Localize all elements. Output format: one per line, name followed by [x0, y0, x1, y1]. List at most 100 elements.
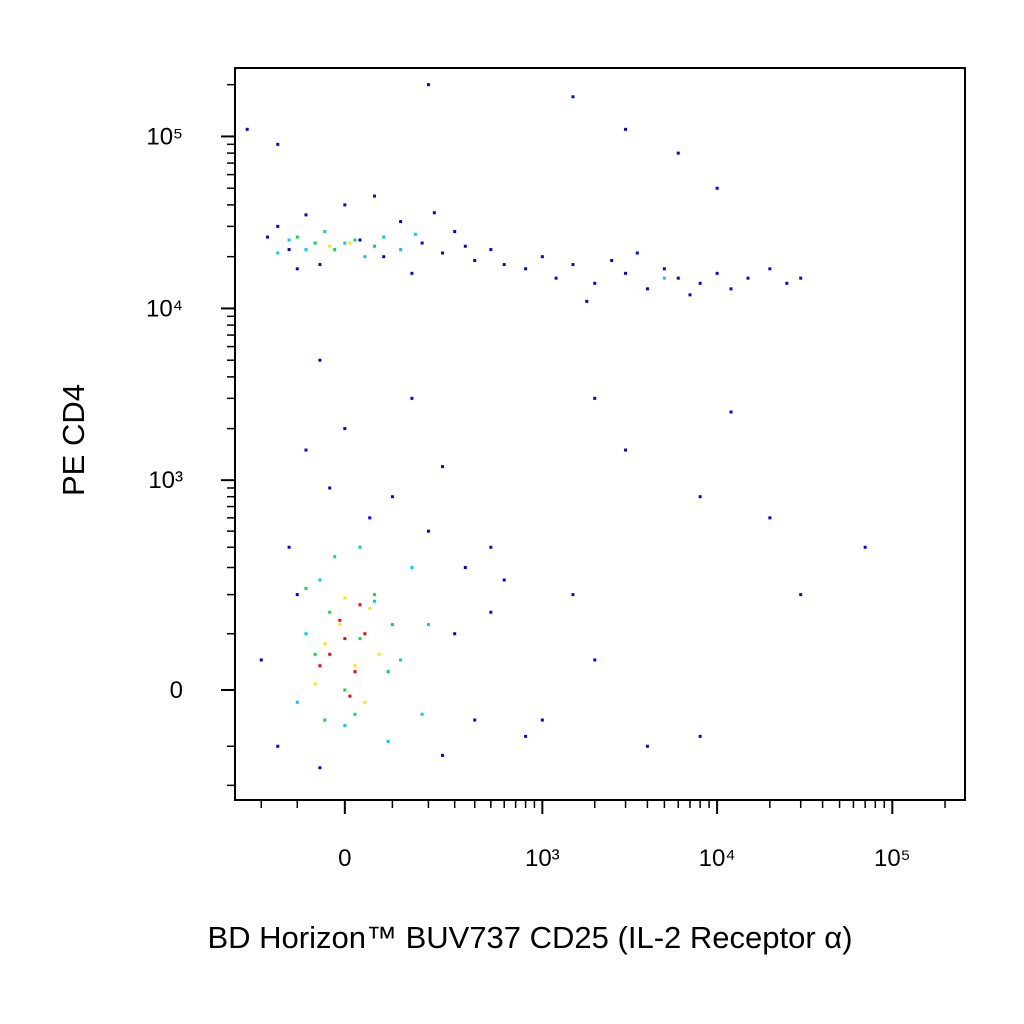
event-dot [390, 495, 394, 499]
event-dot [328, 610, 332, 614]
event-dot [863, 545, 867, 549]
event-dot [540, 718, 544, 722]
event-dot [304, 248, 308, 252]
event-dot [358, 637, 362, 641]
event-dot [328, 244, 332, 248]
event-dot [343, 637, 347, 641]
event-dot [610, 258, 614, 262]
event-dot [373, 593, 377, 597]
event-dot [426, 623, 430, 627]
event-dot [333, 555, 337, 559]
event-dot [662, 276, 666, 280]
event-dot [426, 529, 430, 533]
event-dot [353, 664, 357, 668]
event-dot [502, 263, 506, 267]
event-dot [318, 263, 322, 267]
event-dot [338, 623, 342, 627]
event-dot [593, 658, 597, 662]
x-tick-label: 0 [338, 845, 351, 872]
event-dot [313, 241, 317, 245]
event-dot [377, 652, 381, 656]
x-tick-label: 10⁵ [874, 845, 911, 872]
event-dot [358, 545, 362, 549]
event-dot [593, 396, 597, 400]
event-dot [353, 238, 357, 242]
event-dot [410, 396, 414, 400]
event-dot [333, 248, 337, 252]
event-dot [453, 632, 457, 636]
event-dot [571, 95, 575, 99]
event-dot [382, 255, 386, 259]
event-dot [328, 652, 332, 656]
event-dot [585, 299, 589, 303]
plot-frame [234, 67, 966, 801]
event-dot [571, 593, 575, 597]
event-dot [432, 211, 436, 215]
event-dot [489, 248, 493, 252]
event-dot [715, 186, 719, 190]
y-tick-label: 10³ [148, 467, 183, 494]
event-dot [502, 578, 506, 582]
event-dot [373, 599, 377, 603]
event-dot [276, 142, 280, 146]
event-dot [295, 593, 299, 597]
event-dot [323, 642, 327, 646]
event-dot [441, 251, 445, 255]
event-dot [373, 244, 377, 248]
event-dot [338, 618, 342, 622]
y-tick-label: 0 [170, 677, 183, 704]
event-dot [410, 566, 414, 570]
event-dot [304, 586, 308, 590]
event-dot [413, 232, 417, 236]
event-dot [676, 151, 680, 155]
event-dot [441, 465, 445, 469]
event-dot [473, 718, 477, 722]
event-dot [323, 718, 327, 722]
event-dot [245, 127, 249, 131]
event-dot [358, 603, 362, 607]
event-dot [768, 267, 772, 271]
event-dot [287, 238, 291, 242]
event-dot [386, 670, 390, 674]
event-dot [489, 610, 493, 614]
event-dot [593, 281, 597, 285]
event-dot [540, 255, 544, 259]
event-dot [363, 700, 367, 704]
event-dot [304, 448, 308, 452]
event-dot [313, 652, 317, 656]
event-dot [266, 235, 270, 239]
event-dot [624, 271, 628, 275]
event-dot [768, 516, 772, 520]
event-dot [746, 276, 750, 280]
event-dot [698, 281, 702, 285]
event-dot [343, 203, 347, 207]
event-dot [363, 255, 367, 259]
event-dot [390, 623, 394, 627]
event-dot [343, 688, 347, 692]
event-dot [318, 766, 322, 770]
event-dot [343, 241, 347, 245]
event-dot [295, 235, 299, 239]
event-dot [799, 276, 803, 280]
event-dot [420, 712, 424, 716]
event-dot [785, 281, 789, 285]
event-dot [287, 545, 291, 549]
event-dot [473, 258, 477, 262]
y-axis-label: PE CD4 [56, 384, 91, 496]
event-dot [799, 593, 803, 597]
event-dot [348, 241, 352, 245]
x-axis-label: BD Horizon™ BUV737 CD25 (IL-2 Receptor α… [207, 920, 852, 955]
event-dot [343, 724, 347, 728]
y-tick-label: 10⁵ [146, 123, 183, 150]
event-dot [399, 248, 403, 252]
event-dot [676, 276, 680, 280]
x-tick-label: 10⁴ [699, 845, 736, 872]
event-dot [554, 276, 558, 280]
event-dot [328, 486, 332, 490]
event-dot [489, 545, 493, 549]
event-dot [304, 213, 308, 217]
event-dot [287, 248, 291, 252]
event-dot [348, 694, 352, 698]
event-dot [358, 238, 362, 242]
